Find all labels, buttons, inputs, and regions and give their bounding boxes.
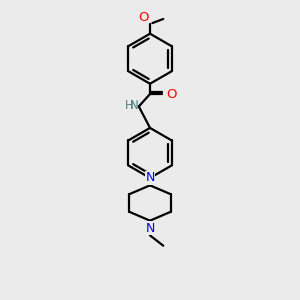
Text: O: O bbox=[138, 11, 148, 24]
Text: N: N bbox=[145, 222, 155, 235]
Text: N: N bbox=[145, 171, 155, 184]
Text: N: N bbox=[145, 171, 155, 184]
Text: H: H bbox=[125, 99, 134, 112]
Text: N: N bbox=[145, 222, 155, 235]
Text: O: O bbox=[166, 88, 176, 100]
Text: N: N bbox=[130, 99, 139, 112]
